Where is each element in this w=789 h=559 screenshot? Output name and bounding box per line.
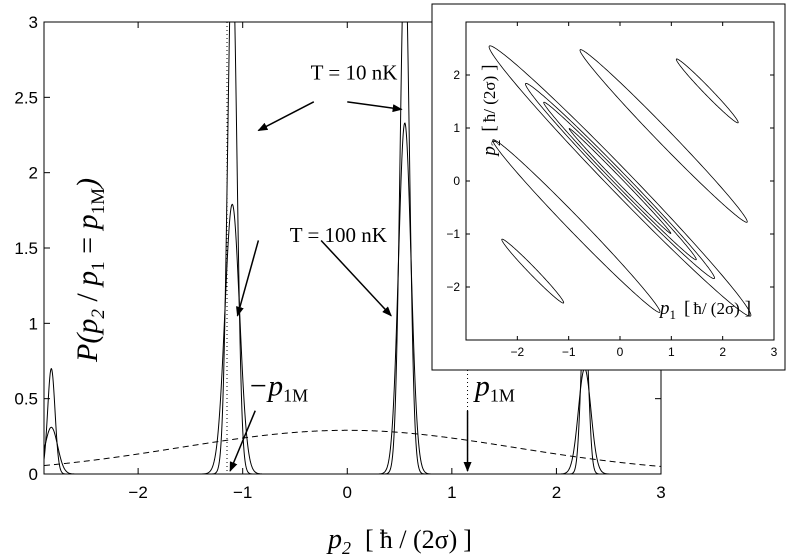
x-tick-label: −1 bbox=[233, 483, 252, 502]
contour-5 bbox=[579, 49, 748, 223]
y-tick-label: 2.5 bbox=[14, 88, 38, 107]
contour-1 bbox=[568, 128, 672, 234]
main-y-axis-label: P(p2 / p1 = p1M) bbox=[71, 178, 109, 363]
main-x-axis-label: p2[ħ / (2σ)] bbox=[326, 524, 472, 558]
annotation-label-4: p1M bbox=[473, 370, 515, 406]
annotation-arrow bbox=[236, 240, 260, 317]
contour-6 bbox=[492, 139, 661, 313]
inset-chart: −2 −1 0 1 2 3 −2 −1 0 1 2 bbox=[431, 3, 786, 371]
inset-x-tick-label: 2 bbox=[719, 345, 726, 359]
annotation-arrow bbox=[320, 239, 392, 317]
contour-2 bbox=[543, 101, 697, 261]
y-tick-label: 0 bbox=[29, 465, 38, 484]
series-line-2 bbox=[44, 122, 661, 474]
annotation-label-3: −p1M bbox=[248, 370, 308, 406]
series-line-3 bbox=[44, 429, 661, 467]
x-tick-label: 1 bbox=[447, 483, 456, 502]
inset-y-axis-label: p2[ħ/ (2σ)] bbox=[479, 64, 503, 157]
inset-y-tick-label: 0 bbox=[453, 174, 460, 188]
y-tick-label: 0.5 bbox=[14, 390, 38, 409]
annotation-label-2: T = 100 nK bbox=[290, 223, 387, 247]
main-chart: −2 −1 0 1 2 3 0 0.5 1 1.5 2 2.5 3 T = 10 nK T = 100 n… bbox=[14, 13, 665, 502]
inset-y-tick-label: −1 bbox=[446, 227, 460, 241]
x-tick-label: 0 bbox=[343, 483, 352, 502]
y-tick-label: 1.5 bbox=[14, 239, 38, 258]
inset-y-tick-label: −2 bbox=[446, 280, 460, 294]
contour-4 bbox=[488, 45, 752, 317]
contour-8 bbox=[675, 58, 739, 124]
inset-background bbox=[431, 3, 786, 371]
y-tick-label: 2 bbox=[29, 164, 38, 183]
annotation-arrow bbox=[229, 410, 256, 472]
annotation-label-1: T = 10 nK bbox=[311, 60, 398, 84]
x-tick-label: 2 bbox=[552, 483, 561, 502]
contour-7 bbox=[501, 238, 565, 304]
inset-x-tick-label: 0 bbox=[617, 345, 624, 359]
inset-x-axis-label: p1[ħ/ (2σ)] bbox=[658, 298, 751, 322]
inset-x-tick-label: −2 bbox=[510, 345, 524, 359]
y-tick-label: 3 bbox=[29, 13, 38, 32]
x-tick-label: 3 bbox=[656, 483, 665, 502]
x-tick-label: −2 bbox=[128, 483, 147, 502]
contour-3 bbox=[525, 82, 715, 280]
inset-x-tick-label: 1 bbox=[668, 345, 675, 359]
inset-y-tick-label: 1 bbox=[453, 121, 460, 135]
annotation-arrow bbox=[257, 101, 315, 132]
inset-x-tick-label: −1 bbox=[562, 345, 576, 359]
annotation-arrow bbox=[347, 101, 403, 113]
inset-y-tick-label: 2 bbox=[453, 68, 460, 82]
y-tick-label: 1 bbox=[29, 314, 38, 333]
inset-x-tick-label: 3 bbox=[771, 345, 778, 359]
